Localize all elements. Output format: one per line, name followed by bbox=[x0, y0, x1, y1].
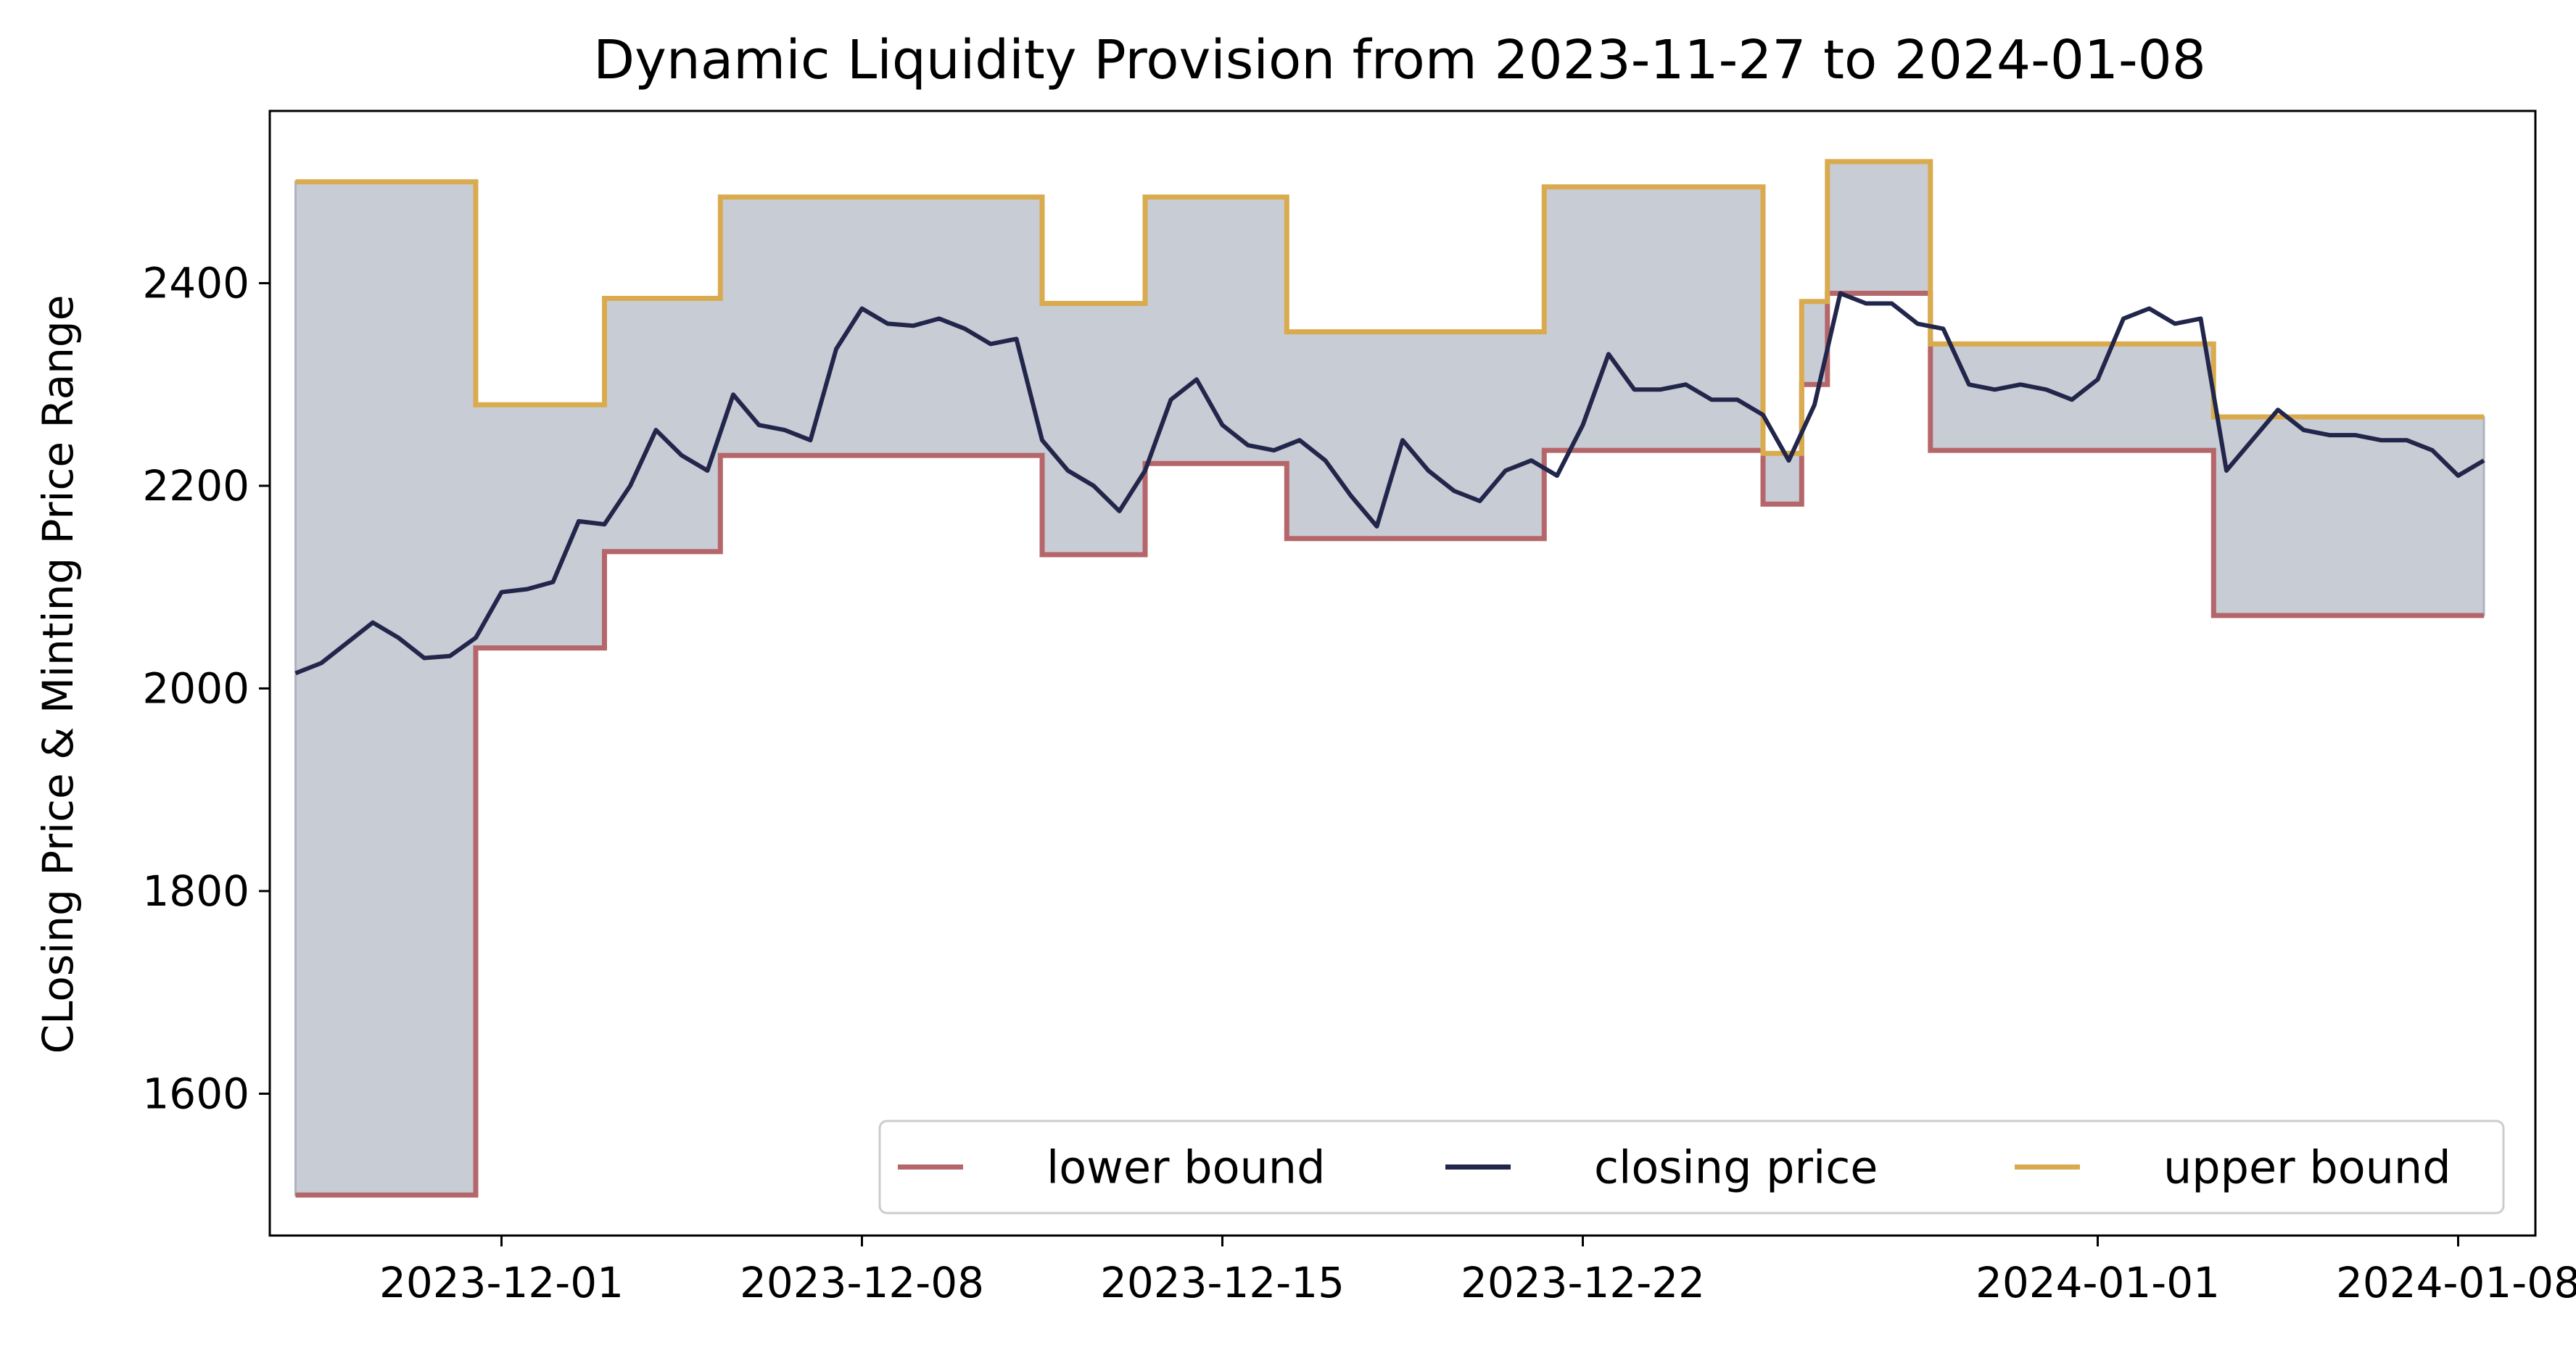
legend: lower bound closing price upper bound bbox=[878, 1120, 2505, 1215]
y-tick-label: 1600 bbox=[142, 1069, 249, 1118]
y-axis-label: CLosing Price & Minting Price Range bbox=[33, 295, 83, 1054]
plot-area bbox=[294, 159, 2485, 1198]
legend-box bbox=[878, 1120, 2505, 1215]
y-tick-label: 2400 bbox=[142, 259, 249, 308]
x-tick-label: 2023-12-08 bbox=[740, 1258, 984, 1307]
y-tick-label: 2200 bbox=[142, 461, 249, 510]
series-line-closing-price bbox=[294, 291, 2485, 676]
chart-title: Dynamic Liquidity Provision from 2023-11… bbox=[593, 29, 2206, 91]
legend-entry-label: upper bound bbox=[2163, 1141, 2451, 1194]
legend-entry-label: lower bound bbox=[1046, 1141, 1325, 1194]
series-line-upper-bound bbox=[295, 159, 2484, 456]
plot-frame bbox=[268, 109, 2537, 1237]
x-tick-label: 2024-01-08 bbox=[2336, 1258, 2576, 1307]
axes: 2023-12-01 2023-12-08 2023-12-15 2023-12-22… bbox=[142, 109, 2576, 1307]
x-tick-label: 2023-12-15 bbox=[1100, 1258, 1345, 1307]
x-tick-label: 2023-12-01 bbox=[379, 1258, 624, 1307]
series-line-lower-bound bbox=[295, 291, 2484, 1198]
x-tick-label: 2023-12-22 bbox=[1461, 1258, 1705, 1307]
y-tick-label: 1800 bbox=[142, 866, 249, 916]
legend-entry-label: closing price bbox=[1594, 1141, 1878, 1194]
x-tick-label: 2024-01-01 bbox=[1976, 1258, 2220, 1307]
y-tick-label: 2000 bbox=[142, 663, 249, 713]
